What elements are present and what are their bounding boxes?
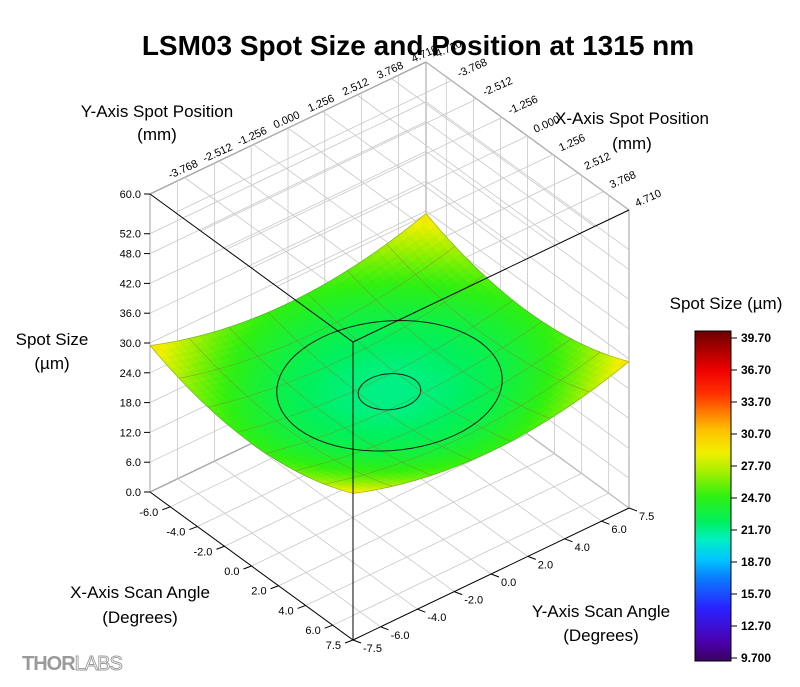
y-angle-title-line1: Y-Axis Scan Angle [532, 602, 670, 621]
colorbar-tick-label: 39.70 [741, 331, 771, 345]
z-tick-label: 0.0 [126, 487, 141, 499]
x-position-tick-label: -2.512 [481, 75, 514, 99]
x-angle-tick-label: -4.0 [166, 527, 185, 539]
logo-labs-text: LABS [75, 653, 123, 675]
z-tick-label: 42.0 [120, 278, 141, 290]
colorbar-tick-label: 12.70 [741, 619, 771, 633]
z-tick-label: 12.0 [120, 427, 141, 439]
x-angle-tick-label: 2.0 [251, 586, 266, 598]
x-angle-tick-label: -2.0 [193, 546, 212, 558]
z-tick-label: 48.0 [120, 249, 141, 261]
colorbar-tick-label: 15.70 [741, 587, 771, 601]
z-tick-label: 24.0 [120, 368, 141, 380]
colorbar-tick-label: 18.70 [741, 555, 771, 569]
y-position-title-line2: (mm) [137, 125, 177, 144]
z-axis-title-line2: (µm) [34, 354, 69, 373]
colorbar-tick-label: 27.70 [741, 459, 771, 473]
y-position-axis-title: Y-Axis Spot Position (mm) [81, 102, 233, 144]
colorbar-tick-label: 30.70 [741, 427, 771, 441]
y-angle-tick-label: 4.0 [575, 542, 590, 554]
y-angle-title-line2: (Degrees) [563, 626, 639, 645]
colorbar: Spot Size (µm) 39.70 36.70 33.70 30.70 27.70… [670, 294, 783, 665]
x-position-title-line1: X-Axis Spot Position [555, 109, 709, 128]
x-angle-tick-label: 0.0 [224, 566, 239, 578]
x-angle-tick-label: 6.0 [305, 625, 320, 637]
x-angle-title-line1: X-Axis Scan Angle [70, 583, 210, 602]
colorbar-tick-label: 9.700 [741, 651, 771, 665]
z-tick-label: 52.0 [120, 229, 141, 241]
z-tick-label: 18.0 [120, 398, 141, 410]
colorbar-tick-label: 24.70 [741, 491, 771, 505]
colorbar-scale [694, 330, 732, 662]
x-angle-axis-title: X-Axis Scan Angle (Degrees) [70, 583, 210, 627]
y-position-title-line1: Y-Axis Spot Position [81, 102, 233, 121]
x-position-tick-label: 2.512 [583, 151, 613, 173]
z-axis-title-line1: Spot Size [16, 330, 89, 349]
z-tick-label: 30.0 [120, 338, 141, 350]
y-angle-axis-title: Y-Axis Scan Angle (Degrees) [532, 602, 670, 645]
colorbar-tick-label: 36.70 [741, 363, 771, 377]
x-angle-tick-label: 7.5 [326, 640, 341, 652]
x-position-tick-label: 1.256 [557, 132, 587, 154]
logo-thor-text: THOR [22, 653, 76, 675]
x-angle-title-line2: (Degrees) [102, 608, 178, 627]
y-angle-tick-label: -2.0 [464, 595, 483, 607]
y-angle-tick-label: -7.5 [363, 643, 382, 655]
contour-line [357, 373, 422, 411]
z-tick-label: 60.0 [120, 189, 141, 201]
x-position-tick-label: -1.256 [506, 94, 539, 118]
svg-text:THORLABS: THORLABS [22, 653, 122, 675]
y-angle-tick-label: 2.0 [538, 559, 553, 571]
z-tick-label: 36.0 [120, 308, 141, 320]
y-angle-tick-label: -4.0 [427, 612, 446, 624]
colorbar-title: Spot Size (µm) [670, 294, 783, 313]
x-position-tick-label: 3.768 [608, 169, 638, 191]
colorbar-tick-label: 33.70 [741, 395, 771, 409]
y-angle-tick-label: -6.0 [391, 630, 410, 642]
x-position-tick-label: 4.710 [633, 188, 663, 210]
z-tick-label: 6.0 [126, 457, 141, 469]
x-angle-tick-label: -6.0 [139, 507, 158, 519]
y-angle-tick-label: 0.0 [501, 577, 516, 589]
x-position-axis-title: X-Axis Spot Position (mm) [555, 109, 709, 153]
colorbar-tick-label: 21.70 [741, 523, 771, 537]
x-position-title-line2: (mm) [612, 134, 652, 153]
chart-title: LSM03 Spot Size and Position at 1315 nm [142, 30, 694, 61]
thorlabs-logo: THORLABS [22, 653, 124, 676]
z-axis-title: Spot Size (µm) [16, 330, 89, 373]
x-angle-tick-label: 4.0 [278, 605, 293, 617]
surface-plot [149, 213, 630, 494]
contour-line [276, 320, 503, 452]
y-angle-tick-label: 7.5 [639, 511, 654, 523]
y-angle-tick-label: 6.0 [611, 524, 626, 536]
